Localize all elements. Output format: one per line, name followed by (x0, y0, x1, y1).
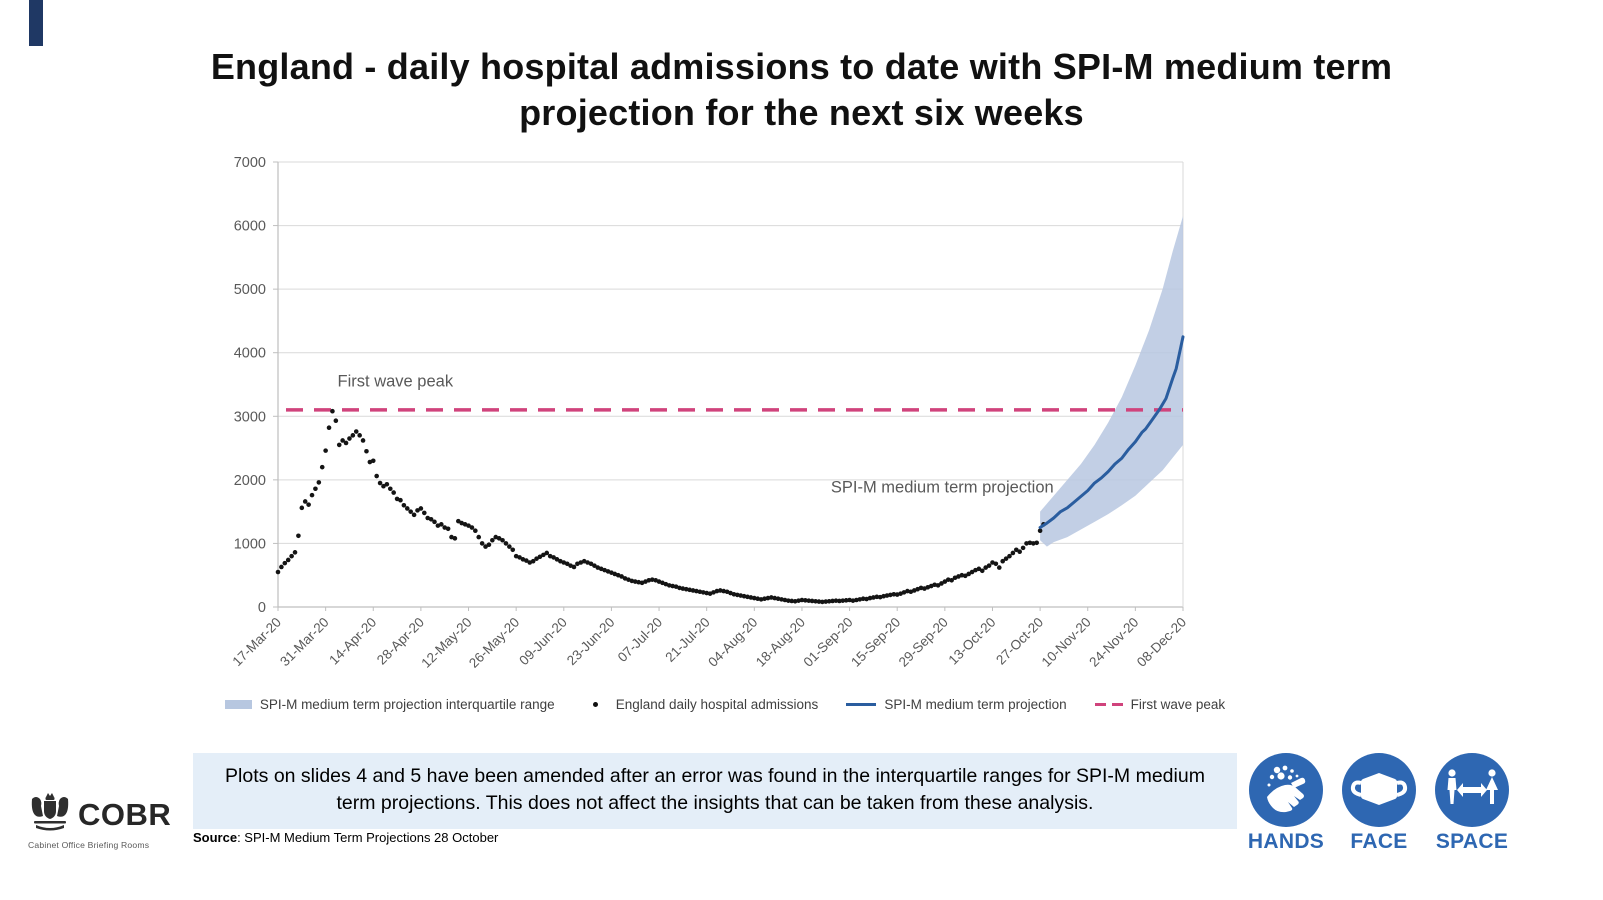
svg-text:10-Nov-20: 10-Nov-20 (1039, 615, 1094, 670)
hands-face-space: HANDS FACE (1248, 753, 1510, 854)
svg-text:14-Apr-20: 14-Apr-20 (326, 615, 379, 668)
svg-text:SPI-M medium term projection: SPI-M medium term projection (831, 479, 1054, 497)
svg-text:08-Dec-20: 08-Dec-20 (1134, 615, 1189, 670)
campaign-face: FACE (1341, 753, 1417, 854)
svg-text:7000: 7000 (234, 155, 266, 171)
hand-washing-icon (1249, 753, 1323, 827)
dash-swatch-icon (1094, 702, 1123, 707)
svg-text:3000: 3000 (234, 409, 266, 425)
face-label: FACE (1350, 830, 1408, 853)
svg-text:07-Jul-20: 07-Jul-20 (615, 615, 665, 665)
svg-text:01-Sep-20: 01-Sep-20 (801, 615, 856, 670)
admissions-chart: 0 1000 2000 3000 4000 5000 6000 7000 17-Mar-2031… (229, 155, 1189, 671)
svg-text:6000: 6000 (234, 219, 266, 235)
svg-text:12-May-20: 12-May-20 (418, 615, 474, 671)
svg-text:13-Oct-20: 13-Oct-20 (946, 615, 999, 668)
royal-arms-icon (28, 791, 72, 838)
space-label: SPACE (1435, 830, 1509, 853)
amendment-note: Plots on slides 4 and 5 have been amende… (193, 753, 1237, 829)
hands-label: HANDS (1247, 830, 1325, 853)
svg-text:5000: 5000 (234, 282, 266, 298)
svg-text:4000: 4000 (234, 346, 266, 362)
legend-label: SPI-M medium term projection (884, 697, 1067, 712)
legend-item-admissions: England daily hospital admissions (583, 697, 819, 712)
legend-label: SPI-M medium term projection interquarti… (259, 697, 555, 712)
svg-text:09-Jun-20: 09-Jun-20 (516, 615, 570, 669)
legend-item-projection: SPI-M medium term projection (846, 697, 1067, 712)
svg-text:2000: 2000 (234, 473, 266, 489)
svg-text:0: 0 (258, 600, 266, 616)
svg-text:First wave peak: First wave peak (338, 372, 454, 390)
title-container: England - daily hospital admissions to d… (0, 44, 1603, 135)
slide-corner-mark (29, 0, 43, 46)
svg-text:29-Sep-20: 29-Sep-20 (896, 615, 951, 670)
line-swatch-icon (846, 703, 877, 706)
svg-text:23-Jun-20: 23-Jun-20 (564, 615, 618, 669)
legend-label: First wave peak (1130, 697, 1226, 712)
svg-text:04-Aug-20: 04-Aug-20 (705, 615, 760, 670)
campaign-space: SPACE (1434, 753, 1510, 854)
svg-text:15-Sep-20: 15-Sep-20 (848, 615, 903, 670)
dot-swatch-icon (592, 702, 598, 707)
source-text: : SPI-M Medium Term Projections 28 Octob… (237, 830, 499, 845)
svg-text:24-Nov-20: 24-Nov-20 (1086, 615, 1141, 670)
svg-text:17-Mar-20: 17-Mar-20 (229, 615, 284, 670)
legend-label: England daily hospital admissions (615, 697, 819, 712)
chart-legend: SPI-M medium term projection interquarti… (190, 697, 1260, 712)
svg-text:18-Aug-20: 18-Aug-20 (753, 615, 808, 670)
face-mask-icon (1342, 753, 1416, 827)
svg-text:1000: 1000 (234, 536, 266, 552)
source-line: Source: SPI-M Medium Term Projections 28… (193, 830, 498, 845)
page-title: England - daily hospital admissions to d… (210, 46, 1393, 133)
legend-item-first-wave-peak: First wave peak (1094, 697, 1226, 712)
cobr-wordmark: COBR (78, 796, 172, 832)
cobr-logo: COBR Cabinet Office Briefing Rooms (28, 791, 178, 850)
campaign-hands: HANDS (1248, 753, 1324, 854)
svg-text:21-Jul-20: 21-Jul-20 (662, 615, 712, 665)
legend-item-interquartile-range: SPI-M medium term projection interquarti… (224, 697, 555, 712)
svg-text:31-Mar-20: 31-Mar-20 (277, 615, 332, 670)
social-distance-icon (1435, 753, 1509, 827)
source-label: Source (193, 830, 238, 845)
svg-text:26-May-20: 26-May-20 (466, 615, 522, 671)
band-swatch-icon (224, 700, 252, 709)
chart-area: 0 1000 2000 3000 4000 5000 6000 7000 17-Mar-20 31… (190, 150, 1260, 685)
cobr-tagline: Cabinet Office Briefing Rooms (28, 840, 150, 850)
